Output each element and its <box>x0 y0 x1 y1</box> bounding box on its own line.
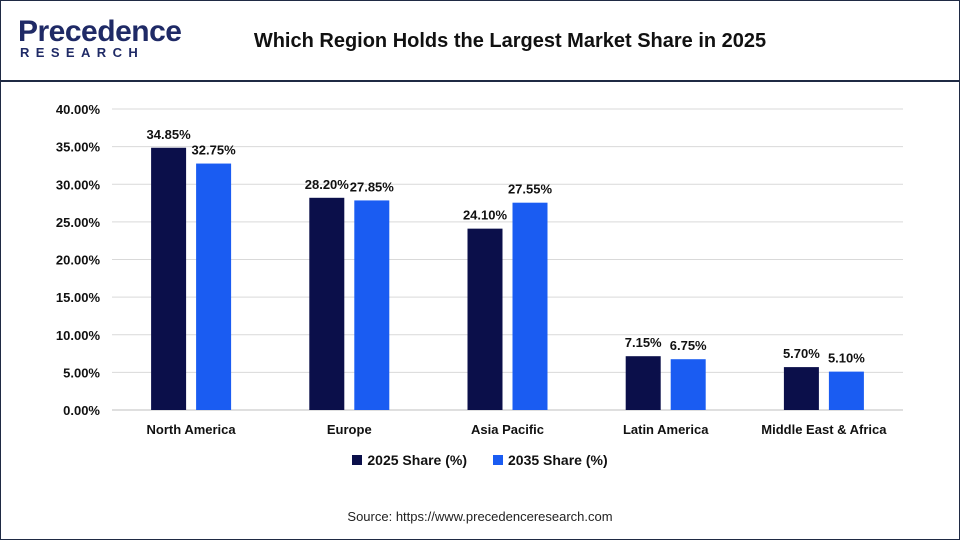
bar-chart: 0.00% 5.00% 10.00% 15.00% 20.00% 25.00% 30.00%… <box>56 102 903 437</box>
precedence-research-logo: Precedence RESEARCH <box>18 16 182 66</box>
y-tick-label: 40.00% <box>56 102 101 117</box>
data-label: 34.85% <box>147 127 192 142</box>
x-tick-label: Middle East & Africa <box>761 422 887 437</box>
legend-label-2035: 2035 Share (%) <box>508 452 608 468</box>
source-note: Source: https://www.precedenceresearch.c… <box>347 509 613 524</box>
y-tick-label: 30.00% <box>56 177 101 192</box>
x-tick-label: Latin America <box>623 422 709 437</box>
data-label: 32.75% <box>192 143 237 158</box>
bar-2035 <box>196 163 232 410</box>
bar-2035 <box>670 359 706 410</box>
legend-swatch-2035 <box>493 455 503 465</box>
data-label: 6.75% <box>670 338 707 353</box>
chart-title: Which Region Holds the Largest Market Sh… <box>253 30 767 52</box>
y-tick-label: 15.00% <box>56 290 101 305</box>
bar-2025 <box>309 197 345 410</box>
data-label: 5.10% <box>828 351 865 366</box>
data-label: 24.10% <box>463 208 508 223</box>
legend: 2025 Share (%) 2035 Share (%) <box>0 450 960 470</box>
bar-2025 <box>625 356 661 410</box>
logo-sub-text: RESEARCH <box>20 45 145 60</box>
y-tick-label: 5.00% <box>63 365 100 380</box>
legend-item-2035: 2035 Share (%) <box>493 450 608 470</box>
legend-item-2025: 2025 Share (%) <box>352 450 467 470</box>
data-label: 7.15% <box>625 335 662 350</box>
x-tick-label: North America <box>147 422 237 437</box>
y-tick-label: 20.00% <box>56 253 101 268</box>
y-tick-label: 0.00% <box>63 403 100 418</box>
bar-2035 <box>828 371 864 410</box>
y-tick-label: 10.00% <box>56 328 101 343</box>
data-label: 5.70% <box>783 346 820 361</box>
bar-2025 <box>783 367 819 410</box>
legend-swatch-2025 <box>352 455 363 465</box>
bar-2035 <box>512 202 548 410</box>
y-tick-label: 25.00% <box>56 215 101 230</box>
data-label: 28.20% <box>305 177 350 192</box>
legend-label-2025: 2025 Share (%) <box>367 452 467 468</box>
bar-2025 <box>467 228 503 410</box>
data-label: 27.55% <box>508 182 553 197</box>
y-tick-label: 35.00% <box>56 140 101 155</box>
bar-2035 <box>354 200 390 410</box>
bar-2025 <box>151 147 187 410</box>
data-label: 27.85% <box>350 179 395 194</box>
header: Precedence RESEARCH Which Region Holds t… <box>0 0 960 82</box>
logo-main-text: Precedence <box>18 15 182 48</box>
x-tick-label: Europe <box>327 422 372 437</box>
x-tick-label: Asia Pacific <box>471 422 544 437</box>
